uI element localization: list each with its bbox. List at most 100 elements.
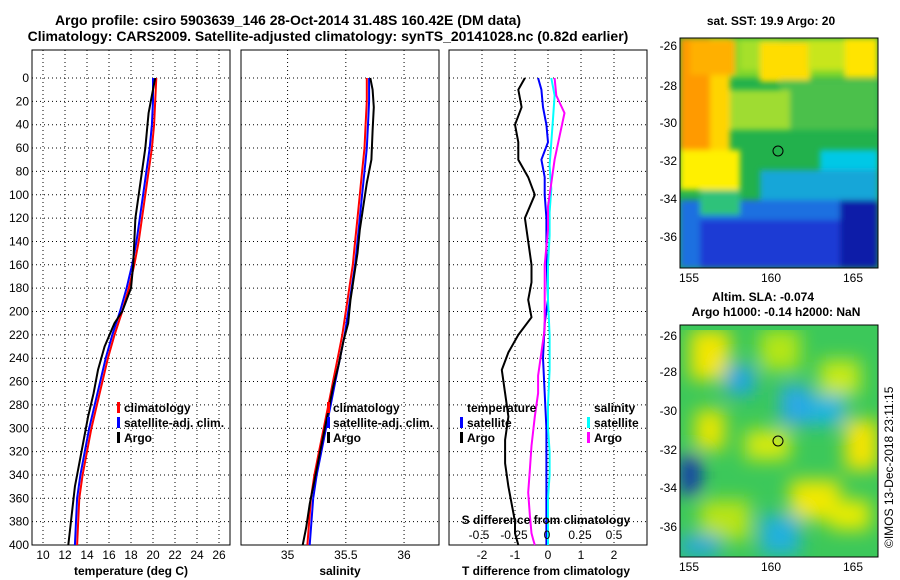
sst-lon-tick-labels: 155 160 165 bbox=[679, 271, 863, 285]
lat-tick-label: -28 bbox=[660, 365, 678, 379]
depth-tick-label: 300 bbox=[9, 421, 29, 435]
difference-series bbox=[500, 77, 566, 546]
x-tick-label: 22 bbox=[168, 548, 182, 562]
lon-tick-label: 160 bbox=[761, 560, 781, 574]
legend-swatch-climatology bbox=[327, 402, 330, 413]
x-tick-label: -2 bbox=[477, 548, 488, 562]
depth-tick-label: 0 bbox=[22, 71, 29, 85]
figure-title-line2: Climatology: CARS2009. Satellite-adjuste… bbox=[28, 28, 629, 44]
sst-map-frame bbox=[679, 37, 879, 269]
salinity-plot-frame bbox=[240, 49, 440, 546]
depth-tick-label: 120 bbox=[9, 211, 29, 225]
legend-label-sal-satellite: satellite bbox=[594, 416, 639, 430]
lat-tick-label: -32 bbox=[660, 443, 678, 457]
x-tick-label: 26 bbox=[212, 548, 226, 562]
depth-tick-label: 280 bbox=[9, 398, 29, 412]
series-line-climatology bbox=[76, 77, 158, 546]
lat-tick-label: -26 bbox=[660, 39, 678, 53]
figure-title-line1: Argo profile: csiro 5903639_146 28-Oct-2… bbox=[55, 12, 521, 28]
depth-tick-label: 160 bbox=[9, 258, 29, 272]
legend-label-argo: Argo bbox=[124, 431, 152, 445]
legend-swatch-temp-argo bbox=[460, 432, 463, 443]
x-tick-label: 35 bbox=[281, 548, 295, 562]
x-tick-label: -1 bbox=[510, 548, 521, 562]
x-tick-label: 24 bbox=[190, 548, 204, 562]
x-tick-label: 12 bbox=[58, 548, 72, 562]
temperature-series bbox=[67, 77, 158, 546]
x-tick-label: 16 bbox=[102, 548, 116, 562]
s-difference-axis-label: S difference from climatology bbox=[462, 513, 631, 527]
sst-heatmap bbox=[680, 38, 878, 268]
lat-tick-label: -36 bbox=[660, 230, 678, 244]
imos-watermark: ©IMOS 13-Dec-2018 23:11:15 bbox=[882, 386, 896, 548]
x-tick-label: 35.5 bbox=[334, 548, 358, 562]
s-diff-tick-label: -0.25 bbox=[500, 528, 528, 542]
depth-tick-labels: 0 20 40 60 80 100 120 140 160 180 200 220 240 260 280 3… bbox=[9, 71, 29, 552]
temperature-legend: climatology satellite-adj. clim. Argo bbox=[117, 401, 224, 445]
lon-tick-label: 160 bbox=[761, 271, 781, 285]
temperature-axis-label: temperature (deg C) bbox=[74, 564, 188, 578]
depth-tick-label: 60 bbox=[16, 141, 30, 155]
legend-label-sal-argo: Argo bbox=[594, 431, 622, 445]
temperature-tick-labels: 10 12 14 16 18 20 22 24 26 bbox=[36, 548, 226, 562]
series-line-salinity-satellite bbox=[547, 77, 556, 545]
legend-label-satellite: satellite-adj. clim. bbox=[333, 416, 433, 430]
x-tick-label: 14 bbox=[80, 548, 94, 562]
series-line-climatology bbox=[306, 78, 368, 546]
series-line-temperature-argo bbox=[500, 77, 536, 546]
sst-lat-tick-labels: -26 -28 -30 -32 -34 -36 bbox=[660, 39, 678, 244]
salinity-panel: 35 35.5 36 climatology satellite-adj. clim… bbox=[240, 49, 440, 578]
legend-swatch-sal-argo bbox=[587, 432, 590, 443]
lon-tick-label: 155 bbox=[679, 271, 699, 285]
lon-tick-label: 155 bbox=[679, 560, 699, 574]
legend-header-salinity: salinity bbox=[594, 401, 636, 415]
salinity-legend: climatology satellite-adj. clim. Argo bbox=[327, 401, 433, 445]
s-diff-tick-label: 0.25 bbox=[568, 528, 592, 542]
x-tick-label: 2 bbox=[611, 548, 618, 562]
s-diff-tick-label: 0.5 bbox=[606, 528, 623, 542]
depth-tick-label: 40 bbox=[16, 118, 30, 132]
x-tick-label: 36 bbox=[397, 548, 411, 562]
legend-label-argo: Argo bbox=[333, 431, 361, 445]
depth-tick-label: 200 bbox=[9, 305, 29, 319]
legend-swatch-sal-satellite bbox=[587, 417, 590, 428]
lat-tick-label: -28 bbox=[660, 79, 678, 93]
series-line-argo bbox=[67, 77, 157, 546]
s-difference-tick-labels: -0.5 -0.25 0 0.25 0.5 bbox=[469, 528, 623, 542]
legend-label-temp-satellite: satellite bbox=[467, 416, 512, 430]
sla-map-panel: Altim. SLA: -0.074 Argo h1000: -0.14 h20… bbox=[660, 290, 879, 574]
depth-tick-label: 320 bbox=[9, 445, 29, 459]
depth-tick-label: 100 bbox=[9, 188, 29, 202]
legend-swatch-satellite bbox=[327, 417, 330, 428]
sla-lon-tick-labels: 155 160 165 bbox=[679, 560, 863, 574]
legend-swatch-argo bbox=[327, 432, 330, 443]
series-line-salinity-argo bbox=[527, 77, 566, 546]
depth-tick-label: 180 bbox=[9, 281, 29, 295]
argo-location-marker bbox=[772, 435, 784, 447]
lat-tick-label: -36 bbox=[660, 520, 678, 534]
sla-map-subtitle: Argo h1000: -0.14 h2000: NaN bbox=[692, 305, 861, 319]
legend-label-climatology: climatology bbox=[124, 401, 191, 415]
lat-tick-label: -34 bbox=[660, 481, 678, 495]
legend-swatch-temp-satellite bbox=[460, 417, 463, 428]
sla-lat-tick-labels: -26 -28 -30 -32 -34 -36 bbox=[660, 329, 678, 534]
lon-tick-label: 165 bbox=[843, 560, 863, 574]
s-diff-tick-label: 0 bbox=[544, 528, 551, 542]
sla-map-frame bbox=[679, 324, 879, 558]
sla-map-title: Altim. SLA: -0.074 bbox=[712, 290, 814, 304]
temperature-grid bbox=[32, 50, 230, 546]
legend-header-temperature: temperature bbox=[467, 401, 537, 415]
temperature-panel: 0 20 40 60 80 100 120 140 160 180 200 220 240 260 280 3… bbox=[9, 49, 231, 578]
lat-tick-label: -30 bbox=[660, 404, 678, 418]
depth-tick-label: 80 bbox=[16, 164, 30, 178]
sst-map-panel: sat. SST: 19.9 Argo: 20 bbox=[660, 14, 879, 285]
sst-map-title: sat. SST: 19.9 Argo: 20 bbox=[707, 14, 836, 28]
legend-swatch-satellite bbox=[117, 417, 120, 428]
t-difference-axis-label: T difference from climatology bbox=[462, 564, 630, 578]
legend-label-satellite: satellite-adj. clim. bbox=[124, 416, 224, 430]
difference-panel: -2 -1 0 1 2 temperature salinity satellite A… bbox=[448, 49, 648, 578]
depth-tick-label: 220 bbox=[9, 328, 29, 342]
lon-tick-label: 165 bbox=[843, 271, 863, 285]
salinity-axis-label: salinity bbox=[319, 564, 361, 578]
